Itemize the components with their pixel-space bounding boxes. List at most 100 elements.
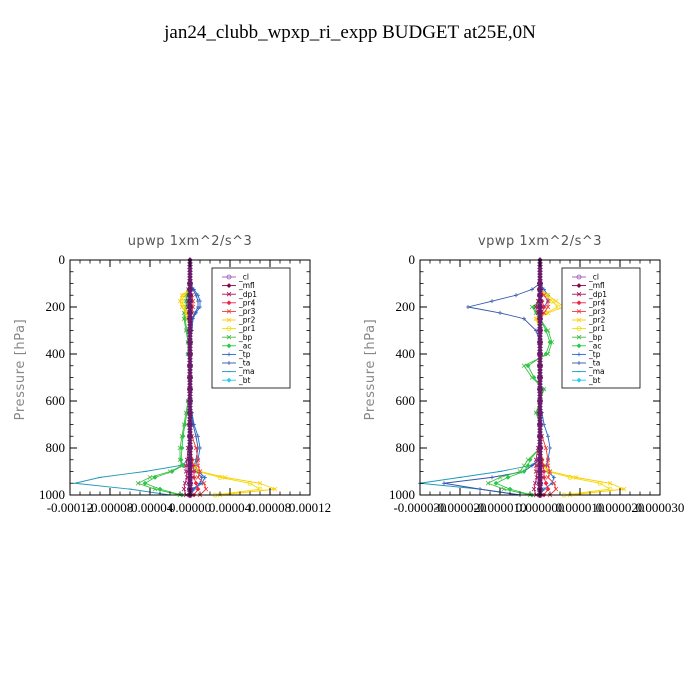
data-point	[607, 486, 613, 492]
data-point	[485, 480, 491, 486]
legend-box	[211, 267, 291, 389]
chart-panel-1: upwp 1xm^2/s^3 Pressure [hPa] 0 200 400 600 80…	[13, 234, 331, 515]
legend-item: _ta	[222, 359, 250, 368]
data-point	[197, 469, 203, 474]
legend-item: _mfl	[572, 281, 605, 290]
legend-label: _mfl	[588, 281, 605, 290]
legend-label: _pr1	[588, 324, 606, 333]
data-point	[549, 298, 555, 304]
legend-item: _pr3	[222, 307, 256, 316]
data-point	[466, 305, 470, 309]
main-title: jan24_clubb_wpxp_ri_expp BUDGET at25E,0N	[164, 22, 536, 43]
legend-label: _pr4	[238, 298, 256, 307]
data-point	[501, 486, 507, 492]
legend-marker	[226, 274, 232, 280]
legend-item: _tp	[572, 350, 601, 359]
data-point	[147, 475, 153, 480]
legend-label: _ac	[588, 341, 601, 350]
data-point	[522, 316, 526, 321]
data-point	[203, 486, 209, 492]
legend-item: _mfl	[222, 281, 255, 290]
data-point	[490, 299, 494, 304]
x-tick-label: -0.000030	[393, 500, 446, 515]
data-point	[530, 287, 534, 292]
data-point	[545, 457, 551, 463]
legend-item: _dp1	[222, 290, 257, 299]
legend-label: _bp	[588, 333, 603, 342]
x-tick-label: 0.00012	[289, 500, 331, 515]
x-tick-label: -0.00008	[87, 500, 134, 515]
data-point	[552, 475, 556, 480]
legend-item: _pr1	[572, 324, 606, 333]
y-tick-label: 600	[46, 393, 66, 408]
y-tick-label: 800	[46, 440, 66, 455]
data-point	[546, 434, 550, 439]
y-tick-label: 600	[396, 393, 416, 408]
legend-item: _pr2	[572, 316, 606, 325]
data-point	[167, 469, 173, 474]
data-point	[553, 486, 559, 492]
data-point	[177, 457, 183, 463]
legend-item: _bt	[222, 376, 251, 385]
legend-label: _pr2	[238, 316, 256, 325]
data-point	[217, 474, 223, 480]
data-point	[177, 298, 183, 304]
data-point	[567, 474, 573, 480]
data-point	[498, 310, 502, 315]
data-point	[179, 304, 185, 310]
legend-label: _cl	[238, 273, 249, 282]
legend-item: _ac	[222, 341, 251, 350]
x-tick-label: 0.00008	[249, 500, 291, 515]
y-tick-label: 0	[59, 252, 66, 267]
y-tick-label: 200	[46, 299, 66, 314]
legend-marker	[227, 352, 231, 357]
data-point	[135, 480, 141, 486]
data-point	[517, 469, 523, 474]
data-point	[549, 339, 555, 345]
y-axis-label: Pressure [hPa]	[13, 319, 28, 421]
data-point	[521, 469, 527, 474]
data-point	[532, 480, 538, 486]
legend-marker	[226, 334, 232, 340]
data-point	[621, 486, 627, 492]
legend-item: _bt	[572, 376, 601, 385]
data-point	[272, 486, 278, 492]
legend-label: _ac	[238, 341, 251, 350]
data-point	[531, 486, 537, 492]
legend-label: _bt	[238, 376, 251, 385]
data-point	[181, 486, 187, 492]
data-point	[193, 480, 199, 486]
series-ma	[73, 283, 192, 496]
legend-marker	[226, 283, 232, 289]
data-point	[497, 475, 503, 480]
legend-label: _dp1	[238, 290, 257, 299]
data-point	[521, 463, 527, 468]
data-point	[545, 486, 551, 492]
legend: _cl_mfl_dp1_pr4_pr3_pr2_pr1_bp_ac_tp_ta_…	[211, 267, 291, 389]
legend-item: _pr4	[572, 298, 606, 307]
legend-item: _ma	[222, 367, 255, 376]
legend-marker	[226, 309, 232, 314]
legend-marker	[576, 274, 582, 280]
data-point	[195, 463, 201, 468]
data-point	[195, 457, 201, 463]
x-tick-label: 0.000000	[516, 500, 565, 515]
panel-title: vpwp 1xm^2/s^3	[478, 234, 602, 249]
data-point	[177, 445, 183, 451]
legend-label: _pr3	[238, 307, 256, 316]
data-point	[521, 363, 527, 369]
data-point	[179, 433, 185, 439]
legend-item: _pr4	[222, 298, 256, 307]
x-tick-label: 0.00004	[209, 500, 252, 515]
x-tick-label: 0.000020	[596, 500, 645, 515]
legend-item: _cl	[222, 273, 249, 282]
data-point	[195, 475, 201, 480]
series-line	[419, 283, 541, 496]
data-point	[181, 316, 187, 322]
x-tick-label: -0.000010	[473, 500, 526, 515]
legend-marker	[577, 352, 581, 357]
data-point	[545, 475, 551, 480]
series-ma	[418, 283, 542, 496]
legend-label: _ta	[238, 359, 250, 368]
x-tick-label: -0.00004	[127, 500, 174, 515]
